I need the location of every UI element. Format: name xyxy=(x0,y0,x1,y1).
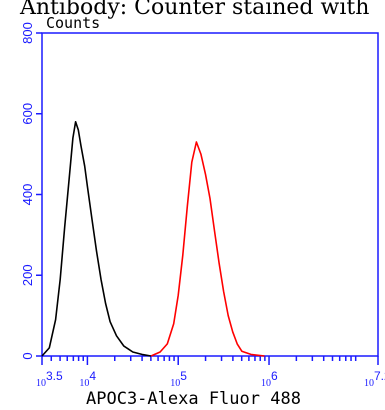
x-tick-base: 10 xyxy=(170,378,180,389)
x-tick-base: 10 xyxy=(79,378,89,389)
y-axis-label: Counts xyxy=(46,14,100,32)
x-axis-label: APOC3-Alexa Fluor 488 xyxy=(86,389,301,409)
x-tick-label: 105 xyxy=(170,369,187,389)
y-tick-label: 400 xyxy=(20,184,35,206)
x-tick-exponent: 7.2 xyxy=(374,369,385,383)
x-tick-base: 10 xyxy=(36,378,46,389)
series-layer xyxy=(41,121,265,357)
x-tick-label: 103.5 xyxy=(36,369,63,389)
y-tick-label: 600 xyxy=(20,103,35,125)
x-tick-exponent: 6 xyxy=(271,369,278,383)
x-tick-base: 10 xyxy=(261,378,271,389)
x-tick-exponent: 5 xyxy=(180,369,187,383)
chart-title: Antibody: Counter stained with xyxy=(19,0,369,20)
stained-histogram-line xyxy=(150,141,265,357)
y-tick-label: 200 xyxy=(20,264,35,286)
control-histogram-line xyxy=(41,121,152,357)
x-tick-exponent: 3.5 xyxy=(46,369,63,383)
y-axis: 0 200 400 600 800 xyxy=(20,22,42,360)
x-tick-base: 10 xyxy=(364,378,374,389)
y-tick-label: 0 xyxy=(20,352,35,359)
x-tick-exponent: 4 xyxy=(89,369,96,383)
x-tick-label: 104 xyxy=(79,369,96,389)
x-tick-label: 106 xyxy=(261,369,278,389)
x-tick-label: 107.2 xyxy=(364,369,385,389)
y-tick-label: 800 xyxy=(20,22,35,44)
